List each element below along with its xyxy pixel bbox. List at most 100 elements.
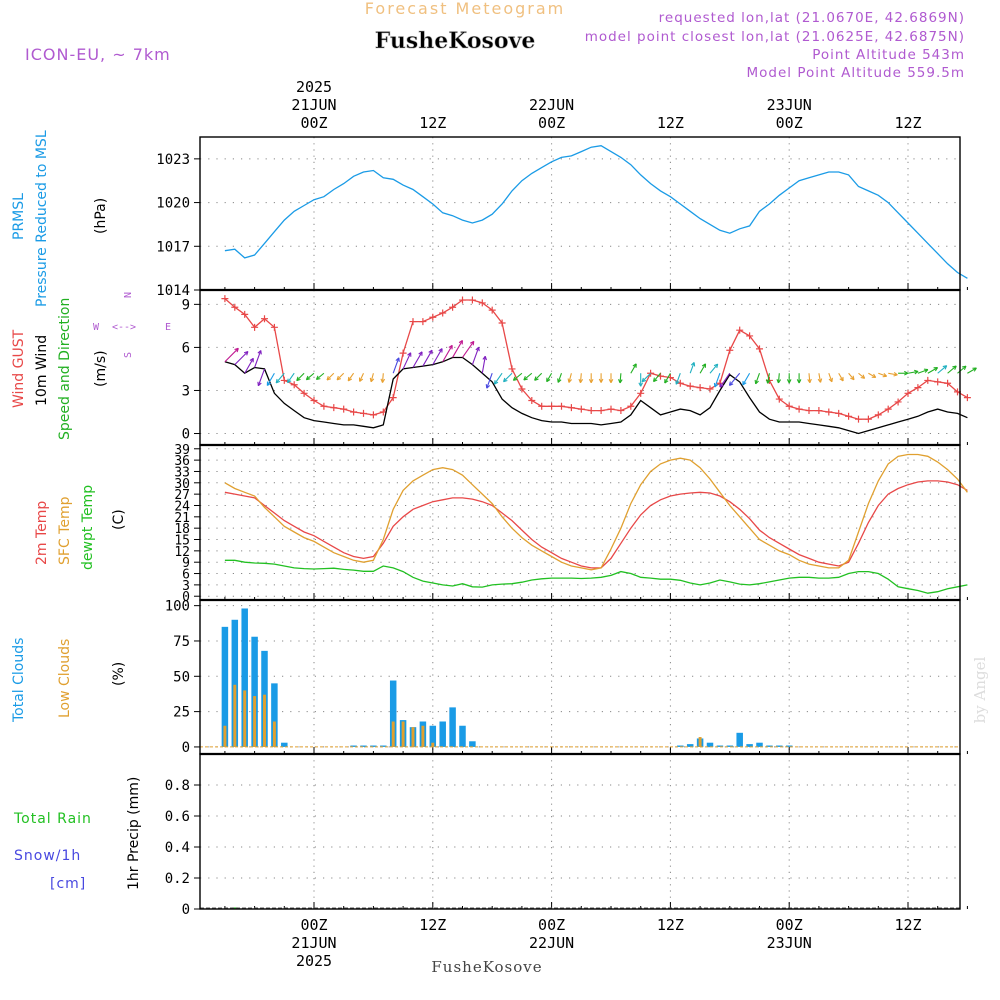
wind-dir-head — [315, 375, 321, 381]
gust-marker — [449, 303, 457, 311]
gust-marker — [241, 310, 249, 318]
y-tick-label: 33 — [174, 465, 190, 480]
wind-dir-shaft — [402, 352, 412, 370]
gust-marker — [845, 412, 853, 420]
wind-dir-shaft — [494, 372, 503, 385]
wind-dir-arrow — [719, 372, 731, 388]
bottom-time-time: 12Z — [419, 916, 446, 934]
wind-dir-arrow — [275, 372, 285, 384]
wind-dir-shaft — [967, 367, 977, 374]
bar-total-clouds — [716, 745, 724, 747]
wind-dir-shaft — [452, 340, 463, 358]
gust-marker — [825, 408, 833, 416]
wind-dir-arrow — [503, 372, 513, 383]
bar-total-clouds — [380, 745, 387, 747]
wind-dir-arrow — [638, 373, 644, 387]
bar-total-clouds — [756, 742, 763, 747]
point-altitude: Point Altitude 543m — [812, 47, 965, 63]
wind-dir-arrow — [957, 365, 967, 374]
wind-dir-arrow — [402, 352, 412, 370]
wind-dir-head — [652, 377, 658, 383]
wind-dir-shaft — [244, 358, 254, 374]
precip-unit: 1hr Precip (mm) — [126, 777, 142, 890]
gust-marker — [617, 407, 625, 415]
panel-clouds: 0 25 50 75 100 — [165, 599, 968, 756]
wind-dir-arrow — [567, 373, 573, 383]
wind-dir-head — [817, 378, 823, 383]
wind-dir-arrow — [765, 373, 771, 384]
wind-dir-shaft — [777, 373, 780, 384]
wind-dir-head — [701, 363, 707, 368]
wind-dir-shaft — [838, 372, 844, 382]
bar-low-clouds — [401, 721, 405, 747]
wind-dir-head — [754, 379, 759, 385]
wind-dir-head — [807, 378, 812, 384]
wind-dir-arrow — [266, 372, 275, 386]
gust-marker — [548, 402, 556, 410]
wind-dir-arrow — [287, 372, 295, 384]
bottom-station: FusheKosove — [431, 958, 542, 976]
wind-dir-head — [796, 379, 802, 384]
gust-marker — [637, 389, 645, 397]
wind-dir-arrow — [493, 372, 503, 385]
wind-dir-shaft — [336, 372, 345, 381]
gust-marker — [736, 326, 744, 334]
wind-dir-head — [719, 383, 724, 388]
gust-marker — [706, 385, 714, 393]
gust-marker — [478, 299, 486, 307]
panel-frame — [199, 136, 961, 291]
gust-marker — [924, 376, 932, 384]
wind-dir-arrow — [848, 372, 855, 381]
wind-dir-shaft — [316, 372, 325, 380]
gust-marker — [468, 296, 476, 304]
bar-total-clouds — [677, 745, 684, 747]
wind-dir-head — [493, 380, 499, 385]
wind-dir-shaft — [947, 365, 957, 374]
wind-dir-shaft — [848, 372, 855, 381]
bar-total-clouds — [281, 742, 288, 747]
gust-marker — [864, 415, 872, 423]
gust-marker — [963, 394, 971, 402]
wind-label: 10m Wind — [34, 335, 50, 406]
wind-dir-shaft — [808, 373, 811, 383]
wind-dir-head — [952, 365, 957, 370]
panel-precip: 0 0.2 0.4 0.6 0.8 — [165, 753, 968, 918]
wind-dir-arrow — [254, 350, 262, 368]
wind-dir-arrow — [742, 372, 751, 386]
gust-marker — [231, 303, 239, 311]
gust-marker — [746, 332, 754, 340]
wind-dir-shaft — [699, 363, 707, 374]
bar-total-clouds — [429, 725, 437, 747]
bar-total-clouds — [231, 619, 239, 747]
snow-label: Snow/1h — [14, 848, 81, 864]
wind-dir-shaft — [442, 345, 453, 363]
wind-dir-shaft — [907, 370, 919, 374]
wind-dir-arrow — [432, 348, 443, 365]
wind-dir-shaft — [392, 357, 400, 374]
wind-dir-head — [598, 378, 604, 383]
wind-dir-shaft — [755, 373, 761, 385]
compass-e: E — [165, 322, 171, 333]
gust-marker — [696, 384, 704, 392]
wind-dir-arrow — [557, 373, 563, 383]
wind-dir-shaft — [888, 372, 898, 376]
gust-marker — [508, 365, 516, 373]
wind-dir-shaft — [878, 372, 887, 377]
wind-dir-arrow — [358, 373, 364, 382]
y-tick-label: 50 — [173, 669, 190, 685]
y-tick-label: 3 — [182, 383, 190, 399]
wind-dir-shaft — [503, 372, 513, 383]
gust-label: Wind GUST — [11, 329, 27, 408]
gust-marker — [607, 405, 615, 413]
y-tick-label: 0 — [182, 590, 190, 605]
y-tick-label: 0 — [182, 427, 190, 443]
panels: 1014101710201023036903691215182124273033… — [156, 136, 977, 918]
compass-rose: N S W E <--> — [93, 292, 171, 358]
wind-dir-shaft — [828, 373, 833, 382]
wind-dir-arrow — [546, 372, 553, 383]
wind-dir-arrow — [452, 339, 463, 358]
bar-total-rain — [231, 907, 239, 909]
bar-low-clouds — [698, 737, 702, 747]
wind-dir-head — [458, 339, 463, 345]
